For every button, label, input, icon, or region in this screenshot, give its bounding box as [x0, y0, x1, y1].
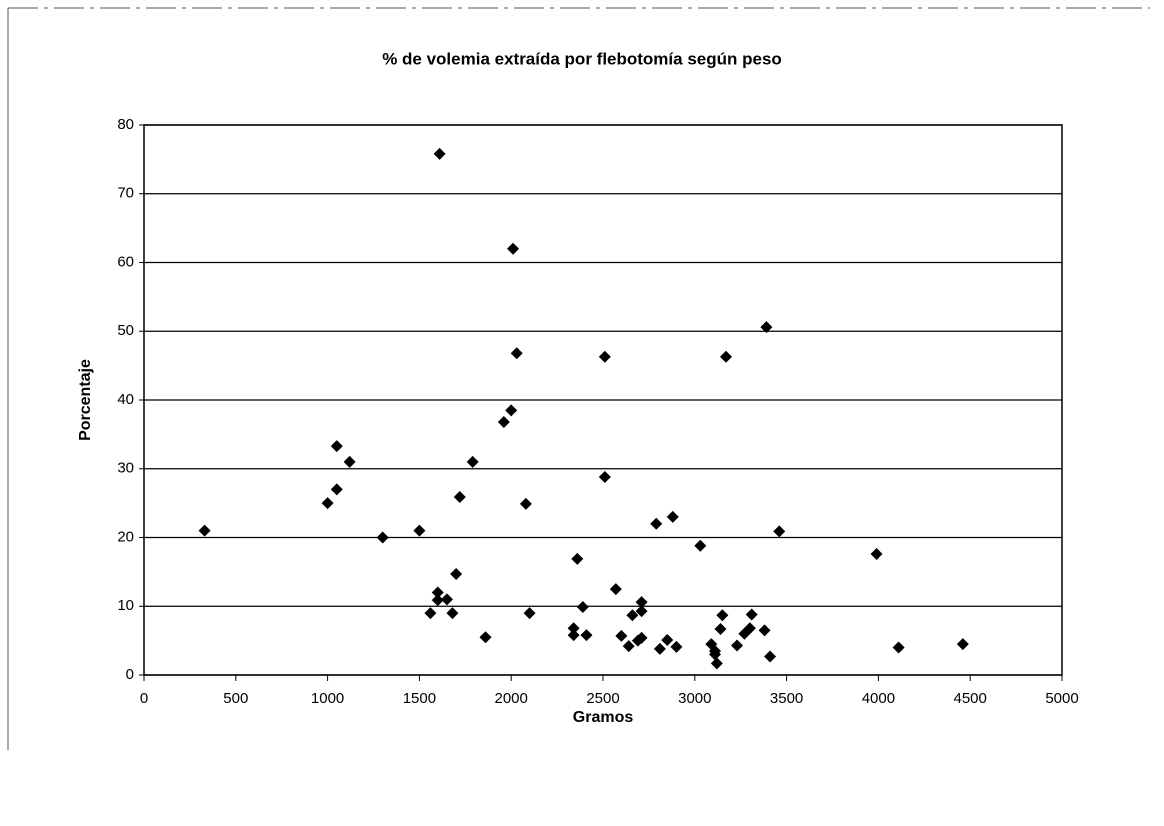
x-tick-label: 1500 — [403, 690, 436, 707]
point — [609, 583, 622, 596]
point — [505, 404, 518, 417]
point — [523, 607, 536, 620]
point — [453, 490, 466, 503]
point — [330, 440, 343, 453]
point — [433, 147, 446, 160]
point — [720, 350, 733, 363]
point — [576, 600, 589, 613]
point — [758, 624, 771, 637]
point — [446, 607, 459, 620]
point — [956, 638, 969, 651]
y-tick-label: 70 — [117, 185, 134, 202]
y-tick-label: 80 — [117, 116, 134, 133]
x-tick-label: 500 — [223, 690, 248, 707]
point — [424, 607, 437, 620]
point — [773, 525, 786, 538]
point — [510, 347, 523, 360]
point — [710, 657, 723, 670]
point — [507, 242, 520, 255]
point — [198, 524, 211, 537]
point — [571, 552, 584, 565]
point — [431, 594, 444, 607]
point — [567, 622, 580, 635]
point — [892, 641, 905, 654]
point — [450, 567, 463, 580]
point — [635, 596, 648, 609]
point — [745, 608, 758, 621]
point — [598, 471, 611, 483]
point — [635, 631, 648, 644]
point — [497, 416, 510, 428]
x-tick-label: 2500 — [586, 690, 619, 707]
point — [615, 629, 628, 642]
point — [760, 321, 773, 334]
x-tick-label: 0 — [140, 690, 148, 707]
point — [376, 531, 389, 544]
x-tick-label: 3500 — [770, 690, 803, 707]
point — [466, 455, 479, 468]
point — [622, 640, 635, 653]
point — [870, 548, 883, 560]
point — [343, 455, 356, 468]
point — [413, 524, 426, 537]
point — [321, 497, 334, 510]
x-tick-label: 2000 — [495, 690, 528, 707]
point — [330, 483, 343, 496]
x-tick-label: 4000 — [862, 690, 895, 707]
point — [519, 497, 532, 510]
point — [479, 631, 492, 644]
y-tick-label: 0 — [126, 666, 134, 683]
point — [764, 650, 777, 663]
x-tick-label: 4500 — [954, 690, 987, 707]
x-axis-title: Gramos — [573, 709, 634, 726]
point — [635, 605, 648, 618]
y-axis-title: Porcentaje — [77, 359, 94, 441]
x-tick-label: 3000 — [678, 690, 711, 707]
point — [440, 593, 453, 606]
point — [580, 629, 593, 642]
chart-title: % de volemia extraída por flebotomía seg… — [382, 49, 782, 68]
point — [626, 609, 639, 622]
x-tick-label: 5000 — [1045, 690, 1078, 707]
point — [716, 609, 729, 622]
point — [670, 640, 683, 653]
y-tick-label: 20 — [117, 528, 134, 545]
y-tick-label: 10 — [117, 597, 134, 614]
point — [731, 639, 744, 652]
point — [666, 510, 679, 523]
point — [598, 350, 611, 363]
point — [650, 517, 663, 530]
y-tick-label: 30 — [117, 460, 134, 477]
x-tick-label: 1000 — [311, 690, 344, 707]
point — [708, 648, 721, 661]
point — [661, 633, 674, 646]
point — [694, 539, 707, 552]
y-tick-label: 50 — [117, 322, 134, 339]
y-tick-label: 60 — [117, 253, 134, 270]
y-tick-label: 40 — [117, 391, 134, 408]
point — [653, 642, 666, 655]
point — [714, 622, 727, 635]
point — [567, 629, 580, 642]
point — [431, 586, 444, 599]
point — [743, 622, 756, 635]
